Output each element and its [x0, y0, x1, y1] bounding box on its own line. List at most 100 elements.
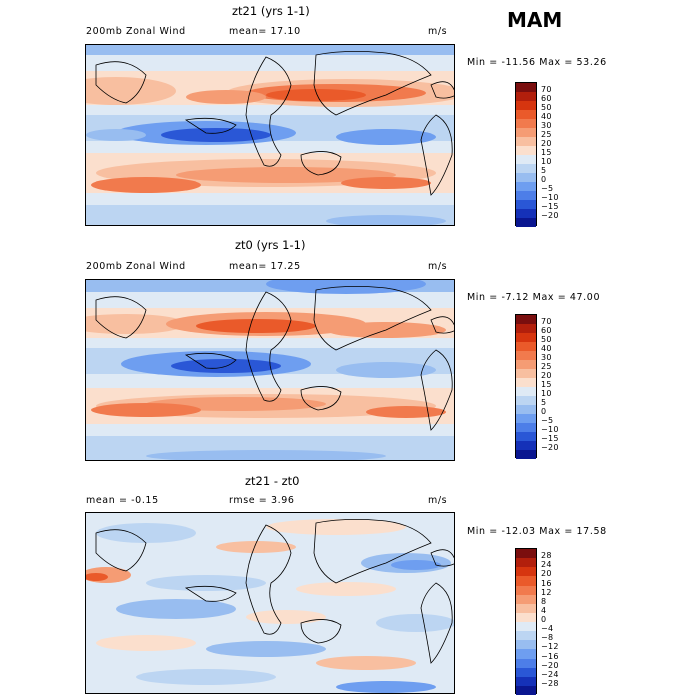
colorbar-swatch [516, 658, 536, 668]
colorbar-swatch [516, 155, 536, 164]
colorbar-swatch [516, 315, 536, 324]
colorbar-swatch [516, 146, 536, 155]
panel-1-colorbar [515, 82, 537, 227]
colorbar-tick-label: 24 [541, 560, 552, 570]
colorbar-swatch [516, 209, 536, 218]
panel-3-rmse: rmse = 3.96 [229, 495, 295, 506]
colorbar-swatch [516, 594, 536, 604]
colorbar-tick-label: 20 [541, 139, 552, 148]
colorbar-tick-label: −10 [541, 193, 559, 202]
colorbar-tick-label: 25 [541, 362, 552, 371]
colorbar-swatch [516, 640, 536, 650]
colorbar-tick-label: 30 [541, 121, 552, 130]
colorbar-swatch [516, 378, 536, 387]
colorbar-tick-label: −5 [541, 184, 554, 193]
panel-2-mean: mean= 17.25 [229, 261, 301, 272]
colorbar-tick-label: 20 [541, 569, 552, 579]
colorbar-tick-label: −4 [541, 624, 554, 634]
colorbar-swatch [516, 414, 536, 423]
colorbar-tick-label: −10 [541, 425, 559, 434]
colorbar-swatch [516, 119, 536, 128]
colorbar-swatch [516, 432, 536, 441]
colorbar-swatch [516, 667, 536, 677]
colorbar-tick-label: 70 [541, 317, 552, 326]
colorbar-swatch [516, 558, 536, 568]
colorbar-swatch [516, 396, 536, 405]
colorbar-tick-label: 0 [541, 615, 547, 624]
colorbar-swatch [516, 324, 536, 333]
colorbar-tick-label: 0 [541, 175, 547, 184]
panel-3-mean: mean = -0.15 [86, 495, 159, 506]
colorbar-tick-label: 4 [541, 605, 547, 615]
colorbar-tick-label: −24 [541, 669, 559, 679]
colorbar-tick-label: 5 [541, 398, 547, 407]
colorbar-tick-label: 16 [541, 578, 552, 588]
colorbar-swatch [516, 92, 536, 101]
panel-2-title: zt0 (yrs 1-1) [235, 238, 306, 252]
colorbar-tick-label: 40 [541, 112, 552, 121]
season-label: MAM [507, 8, 563, 32]
colorbar-tick-label: −8 [541, 633, 554, 643]
panel-2-colorbar [515, 314, 537, 459]
colorbar-swatch [516, 405, 536, 414]
colorbar-swatch [516, 676, 536, 686]
panel-3-map [85, 512, 455, 694]
colorbar-swatch [516, 342, 536, 351]
colorbar-tick-label: 8 [541, 596, 547, 606]
colorbar-swatch [516, 128, 536, 137]
colorbar-swatch [516, 173, 536, 182]
panel-3-minmax: Min = -12.03 Max = 17.58 [467, 526, 607, 537]
colorbar-swatch [516, 369, 536, 378]
panel-1-map [85, 44, 455, 226]
colorbar-tick-label: −15 [541, 202, 559, 211]
colorbar-swatch [516, 101, 536, 110]
panel-2-units: m/s [428, 261, 448, 272]
colorbar-tick-label: 20 [541, 371, 552, 380]
colorbar-tick-label: 15 [541, 380, 552, 389]
colorbar-tick-label: 70 [541, 85, 552, 94]
colorbar-swatch [516, 576, 536, 586]
colorbar-swatch [516, 333, 536, 342]
colorbar-tick-label: 60 [541, 326, 552, 335]
panel-1-units: m/s [428, 26, 448, 37]
colorbar-swatch [516, 585, 536, 595]
colorbar-tick-label: 50 [541, 103, 552, 112]
colorbar-swatch [516, 649, 536, 659]
colorbar-tick-label: −16 [541, 651, 559, 661]
colorbar-swatch [516, 137, 536, 146]
colorbar-tick-label: 60 [541, 94, 552, 103]
colorbar-swatch [516, 685, 536, 695]
panel-3-units: m/s [428, 495, 448, 506]
colorbar-swatch [516, 110, 536, 119]
colorbar-swatch [516, 631, 536, 641]
colorbar-tick-label: 28 [541, 551, 552, 561]
colorbar-swatch [516, 191, 536, 200]
colorbar-swatch [516, 441, 536, 450]
panel-1-mean: mean= 17.10 [229, 26, 301, 37]
colorbar-swatch [516, 549, 536, 559]
colorbar-tick-label: 50 [541, 335, 552, 344]
colorbar-swatch [516, 360, 536, 369]
colorbar-swatch [516, 200, 536, 209]
colorbar-tick-label: 5 [541, 166, 547, 175]
colorbar-tick-label: 12 [541, 587, 552, 597]
colorbar-swatch [516, 423, 536, 432]
colorbar-tick-label: 25 [541, 130, 552, 139]
colorbar-swatch [516, 83, 536, 92]
colorbar-swatch [516, 567, 536, 577]
colorbar-tick-label: −20 [541, 660, 559, 670]
colorbar-tick-label: 15 [541, 148, 552, 157]
colorbar-tick-label: 0 [541, 407, 547, 416]
colorbar-swatch [516, 450, 536, 459]
panel-1-title: zt21 (yrs 1-1) [232, 4, 310, 18]
colorbar-tick-label: −28 [541, 678, 559, 688]
colorbar-swatch [516, 351, 536, 360]
colorbar-swatch [516, 164, 536, 173]
colorbar-swatch [516, 622, 536, 632]
colorbar-tick-label: 40 [541, 344, 552, 353]
colorbar-tick-label: −5 [541, 416, 554, 425]
colorbar-tick-label: 10 [541, 157, 552, 166]
colorbar-swatch [516, 612, 536, 622]
colorbar-tick-label: −20 [541, 211, 559, 220]
colorbar-swatch [516, 603, 536, 613]
